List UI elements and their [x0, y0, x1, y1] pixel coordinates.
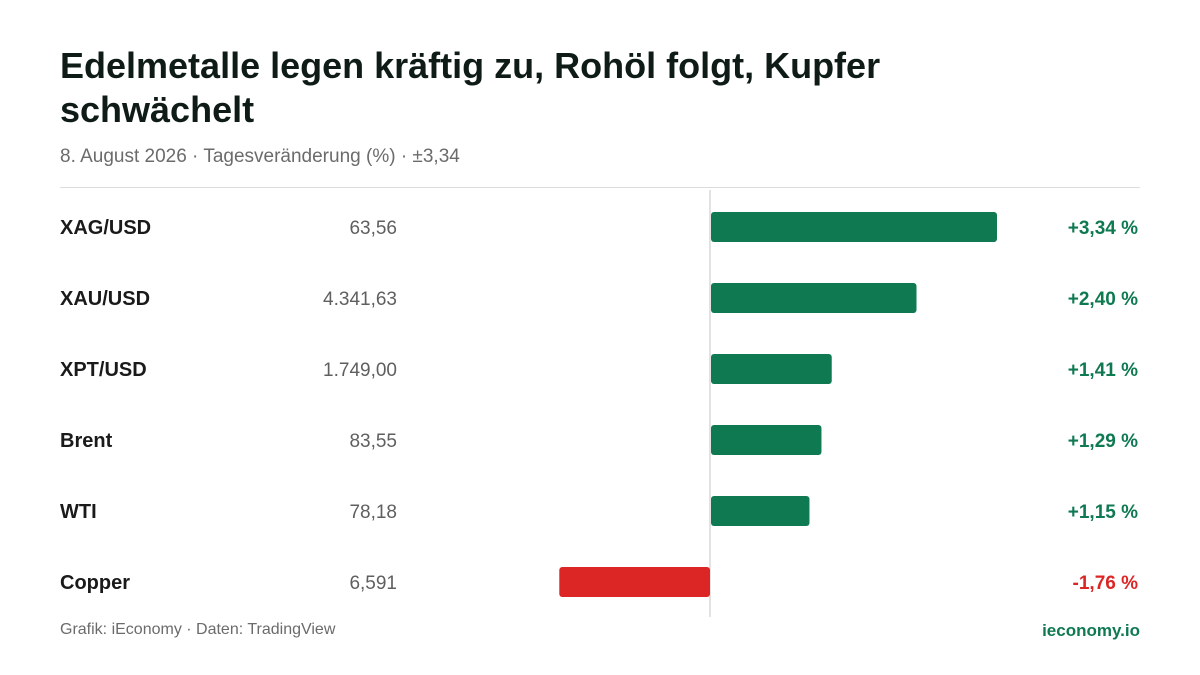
data-label: +1,41 % [1068, 360, 1138, 381]
bar [711, 212, 997, 242]
price-label: 78,18 [349, 502, 397, 523]
brand-link[interactable]: ieconomy.io [1042, 621, 1140, 640]
data-label: +1,15 % [1068, 502, 1138, 523]
category-label: Copper [60, 572, 130, 594]
price-label: 6,591 [349, 573, 397, 594]
data-label: -1,76 % [1073, 573, 1139, 594]
data-label: +2,40 % [1068, 289, 1138, 310]
price-label: 1.749,00 [323, 360, 397, 381]
chart-title: Edelmetalle legen kräftig zu, Rohöl folg… [60, 45, 881, 130]
category-label: WTI [60, 501, 97, 523]
category-label: Brent [60, 430, 113, 452]
bar [559, 567, 710, 597]
data-label: +1,29 % [1068, 431, 1138, 452]
category-label: XAG/USD [60, 217, 151, 239]
data-label: +3,34 % [1068, 218, 1138, 239]
bar [711, 354, 832, 384]
bar [711, 496, 810, 526]
category-label: XPT/USD [60, 359, 147, 381]
source-note: Grafik: iEconomy · Daten: TradingView [60, 621, 336, 638]
header-divider [60, 187, 1140, 188]
price-label: 4.341,63 [323, 289, 397, 310]
category-label: XAU/USD [60, 288, 150, 310]
price-label: 63,56 [349, 218, 397, 239]
bar [711, 283, 917, 313]
price-label: 83,55 [349, 431, 397, 452]
chart-subtitle: 8. August 2026 · Tagesveränderung (%) · … [60, 146, 460, 167]
bar [711, 425, 822, 455]
